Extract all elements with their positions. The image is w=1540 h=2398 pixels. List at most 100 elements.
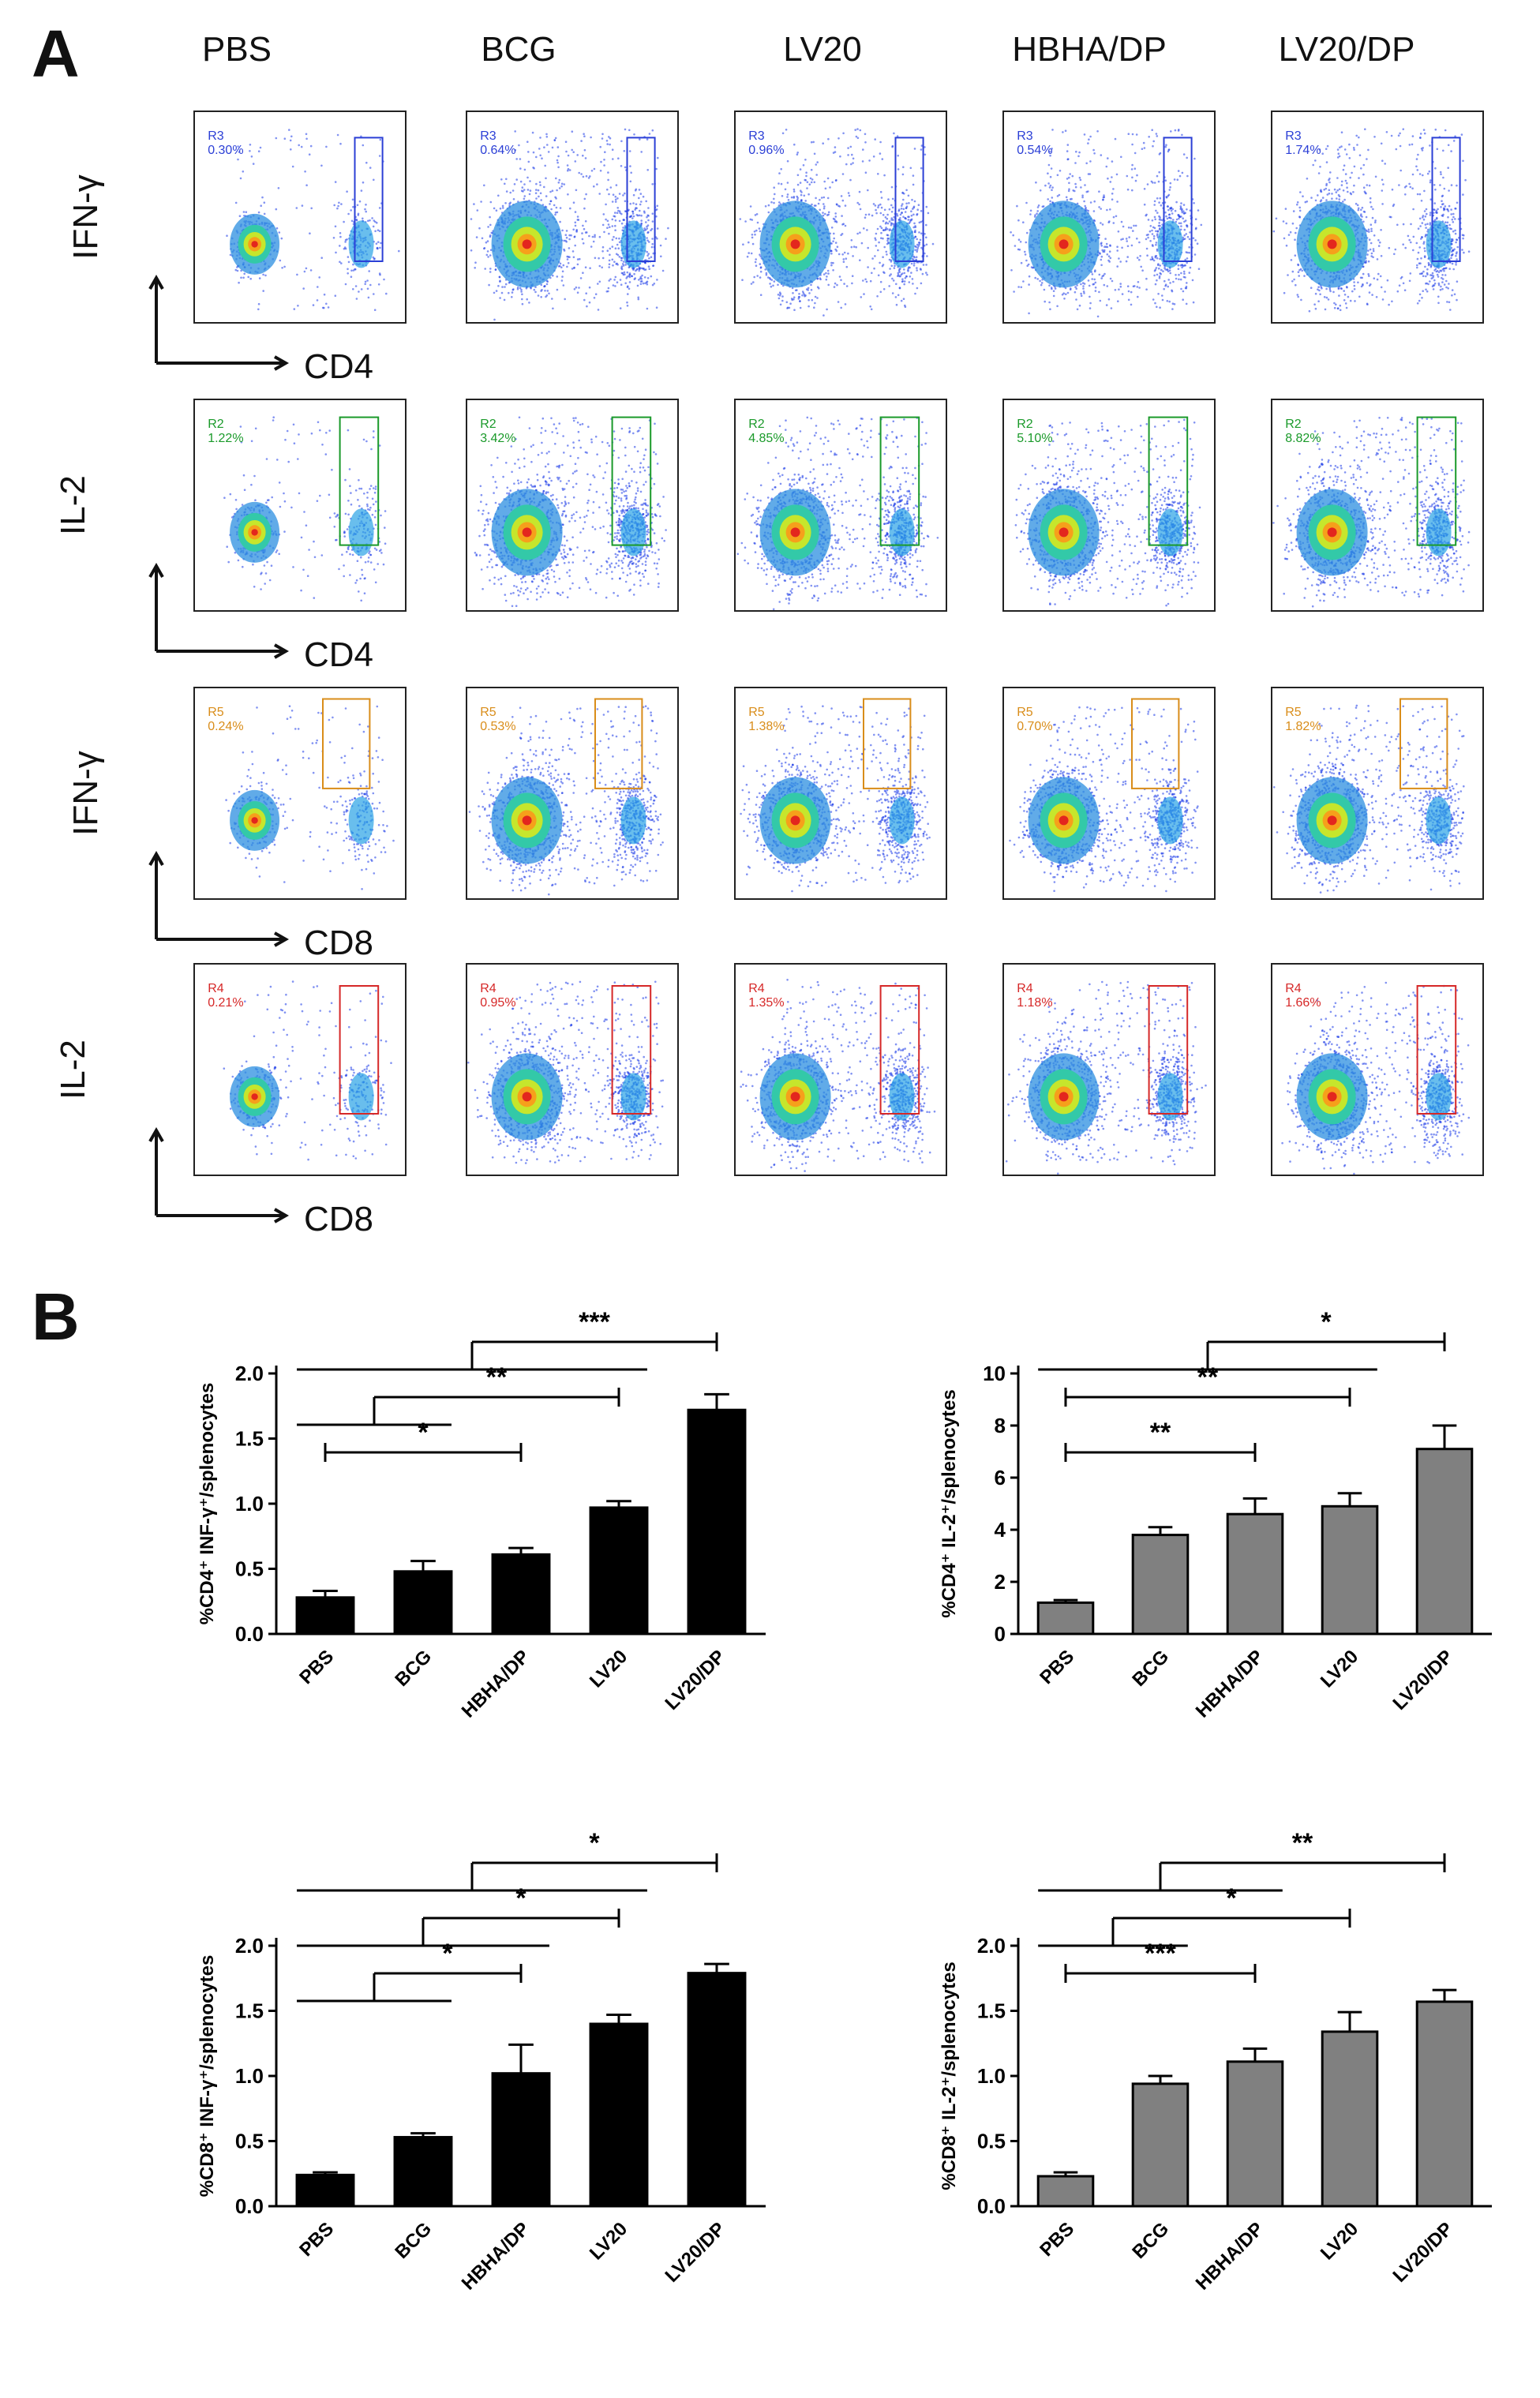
gate-label: R4 1.35% bbox=[748, 982, 784, 1010]
significance-stars: * bbox=[418, 1418, 429, 1448]
gate-percent: 1.18% bbox=[1017, 996, 1052, 1010]
significance-stars: *** bbox=[1145, 1939, 1176, 1969]
y-tick-label: 1.0 bbox=[977, 2064, 1006, 2088]
density-plot bbox=[223, 980, 392, 1161]
gate-percent: 0.30% bbox=[208, 144, 243, 158]
density-plot bbox=[467, 980, 665, 1164]
flow-plot: R3 1.74% bbox=[1271, 111, 1484, 324]
gate-name: R5 bbox=[480, 706, 515, 720]
density-plot bbox=[740, 698, 931, 893]
y-tick-label: 0.0 bbox=[235, 2194, 264, 2218]
bar bbox=[1321, 1504, 1379, 1636]
x-tick-label: HBHA/DP bbox=[1192, 1646, 1268, 1722]
y-tick-label: 1.0 bbox=[235, 2064, 264, 2088]
gate-name: R2 bbox=[1285, 418, 1321, 432]
significance-stars: * bbox=[1321, 1307, 1332, 1337]
gate-label: R3 1.74% bbox=[1285, 129, 1321, 158]
density-plot bbox=[225, 698, 395, 890]
x-tick-label: BCG bbox=[391, 1646, 436, 1691]
significance-stars: ** bbox=[1150, 1418, 1171, 1448]
panel-label-a: A bbox=[32, 16, 80, 92]
row-x-marker-label: CD4 bbox=[304, 347, 373, 387]
density-plot bbox=[1281, 981, 1471, 1175]
flow-plot: R5 0.70% bbox=[1002, 687, 1216, 900]
density-plot bbox=[223, 416, 387, 602]
gate-label: R3 0.96% bbox=[748, 129, 784, 158]
flow-plot: R4 0.21% bbox=[193, 963, 407, 1176]
y-tick-label: 2.0 bbox=[977, 1934, 1006, 1958]
significance-stars: * bbox=[589, 1828, 600, 1858]
density-plot bbox=[470, 128, 669, 321]
y-tick-label: 1.5 bbox=[235, 1427, 264, 1451]
density-plot bbox=[226, 129, 400, 311]
bar bbox=[1321, 2030, 1379, 2208]
gate-name: R4 bbox=[748, 982, 784, 996]
density-plot bbox=[468, 698, 664, 896]
gate-percent: 1.82% bbox=[1285, 720, 1321, 734]
y-tick-label: 0.0 bbox=[977, 2194, 1006, 2218]
x-tick-label: LV20/DP bbox=[661, 1646, 730, 1714]
density-plot bbox=[736, 416, 939, 610]
density-plot bbox=[740, 979, 936, 1172]
flow-plot: R3 0.54% bbox=[1002, 111, 1216, 324]
y-tick-label: 1.5 bbox=[977, 1999, 1006, 2023]
gate-label: R3 0.54% bbox=[1017, 129, 1052, 158]
gate-percent: 0.24% bbox=[208, 720, 243, 734]
bar bbox=[295, 2173, 355, 2208]
significance-stars: *** bbox=[579, 1307, 610, 1337]
row-y-marker-label: IL-2 bbox=[54, 475, 93, 535]
x-tick-label: LV20 bbox=[1317, 2218, 1362, 2264]
y-tick-label: 0.5 bbox=[977, 2130, 1006, 2153]
density-plot bbox=[1010, 129, 1203, 318]
gate-label: R2 4.85% bbox=[748, 418, 784, 446]
gate-percent: 1.66% bbox=[1285, 996, 1321, 1010]
y-tick-label: 0.0 bbox=[235, 1622, 264, 1646]
chart-cd4-il2: 0 2 4 6 8 10 %CD4⁺ IL-2⁺/splenocytes PBS BCG HBHA… bbox=[939, 1307, 1492, 1722]
y-tick-label: 1.5 bbox=[235, 1999, 264, 2023]
bar bbox=[393, 2136, 453, 2208]
gate-label: R4 0.95% bbox=[480, 982, 515, 1010]
y-axis-label: %CD8⁺ INF-γ⁺/splenocytes bbox=[197, 1955, 218, 2198]
gate-name: R3 bbox=[480, 129, 515, 144]
gate-name: R4 bbox=[1285, 982, 1321, 996]
gate-label: R2 1.22% bbox=[208, 418, 243, 446]
y-tick-label: 0.5 bbox=[235, 1557, 264, 1581]
chart-cd8-ifng: 0.0 0.5 1.0 1.5 2.0 %CD8⁺ INF-γ⁺/splenocytes P… bbox=[197, 1828, 766, 2295]
gate-percent: 5.10% bbox=[1017, 432, 1052, 446]
y-axis-label: %CD4⁺ INF-γ⁺/splenocytes bbox=[197, 1383, 218, 1625]
column-title-pbs: PBS bbox=[111, 30, 363, 69]
bar bbox=[1131, 1534, 1190, 1636]
x-tick-label: PBS bbox=[295, 1646, 338, 1688]
bar bbox=[687, 1408, 747, 1636]
column-title-hbha-dp: HBHA/DP bbox=[963, 30, 1216, 69]
x-tick-label: LV20 bbox=[586, 2218, 631, 2264]
gate-name: R3 bbox=[1285, 129, 1321, 144]
flow-plot: R4 0.95% bbox=[466, 963, 679, 1176]
y-tick-label: 4 bbox=[995, 1518, 1006, 1542]
gate-percent: 0.64% bbox=[480, 144, 515, 158]
gate-label: R3 0.30% bbox=[208, 129, 243, 158]
gate-percent: 0.96% bbox=[748, 144, 784, 158]
flow-plot: R5 1.38% bbox=[734, 687, 947, 900]
gate-label: R2 8.82% bbox=[1285, 418, 1321, 446]
density-plot bbox=[1272, 698, 1465, 894]
gate-label: R5 1.38% bbox=[748, 706, 784, 734]
y-tick-label: 2.0 bbox=[235, 1362, 264, 1385]
gate-label: R5 0.24% bbox=[208, 706, 243, 734]
gate-name: R5 bbox=[1285, 706, 1321, 720]
significance-stars: ** bbox=[486, 1362, 508, 1392]
flow-plot: R3 0.64% bbox=[466, 111, 679, 324]
flow-plot: R4 1.66% bbox=[1271, 963, 1484, 1176]
gate-percent: 1.38% bbox=[748, 720, 784, 734]
row-y-marker-label: IFN-γ bbox=[66, 751, 106, 836]
bar bbox=[589, 1506, 649, 1636]
column-title-bcg: BCG bbox=[392, 30, 645, 69]
gate-name: R2 bbox=[1017, 418, 1052, 432]
flow-plot: R2 4.85% bbox=[734, 399, 947, 612]
gate-label: R5 0.70% bbox=[1017, 706, 1052, 734]
bar bbox=[687, 1972, 747, 2208]
bar bbox=[491, 1553, 551, 1636]
gate-label: R4 1.66% bbox=[1285, 982, 1321, 1010]
row-x-marker-label: CD8 bbox=[304, 924, 373, 963]
